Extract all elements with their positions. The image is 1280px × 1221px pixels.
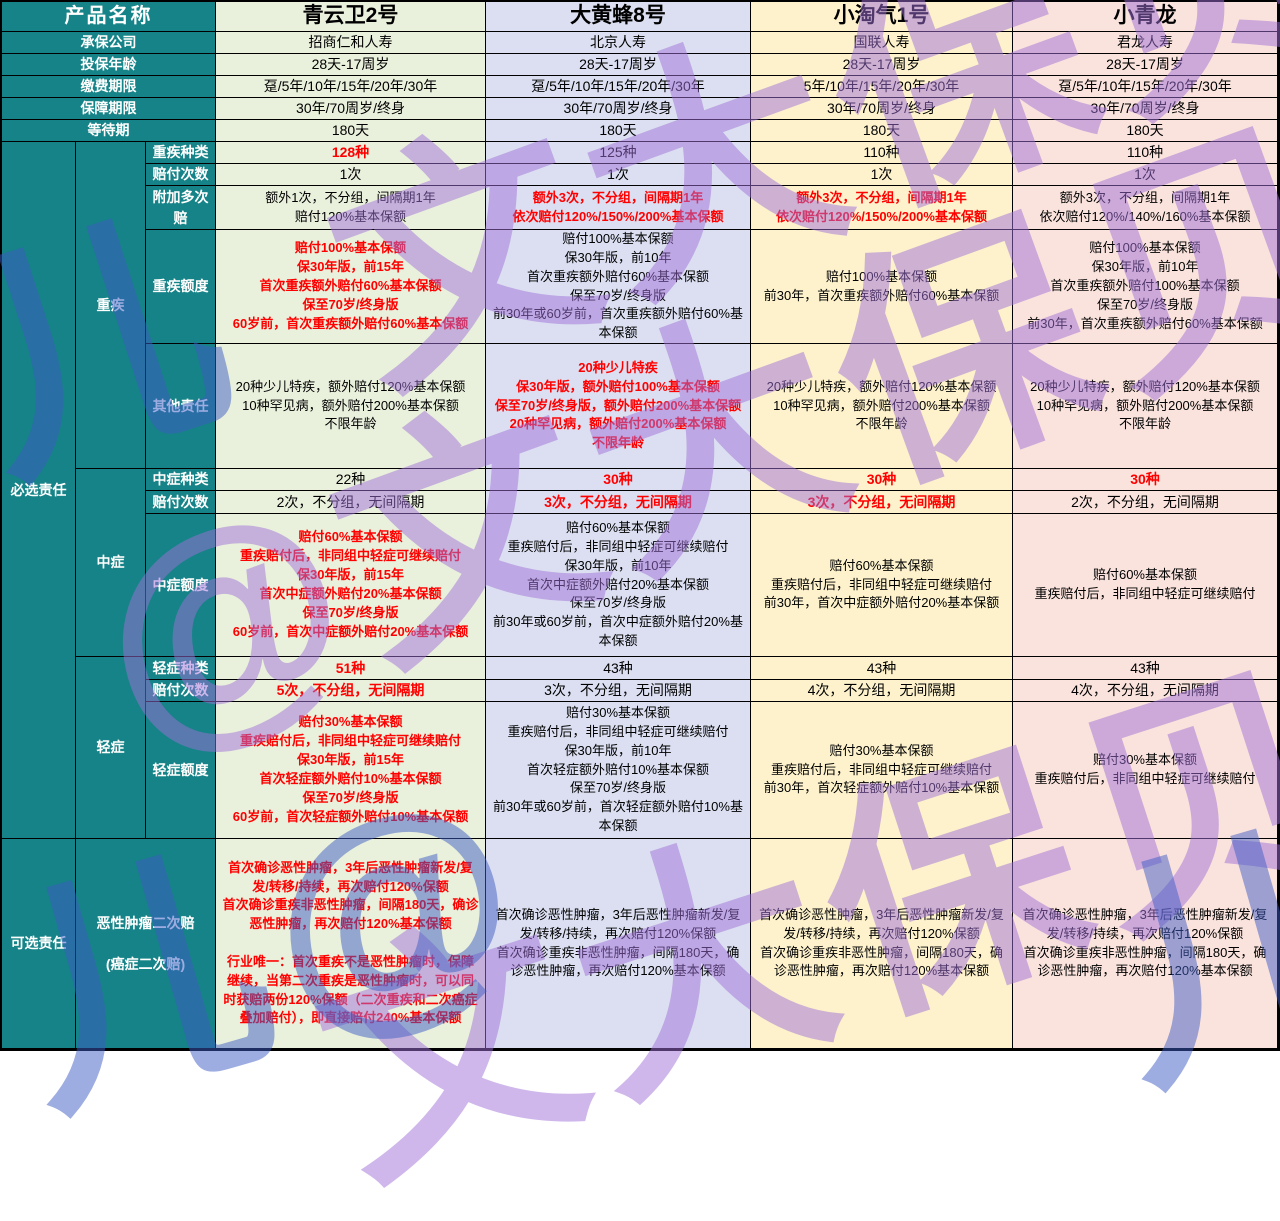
cell-payment-term-qingyunwei: 趸/5年/10年/15年/20年/30年 xyxy=(216,76,486,98)
cell-coverage-term-xiaotaoqi: 30年/70周岁/终身 xyxy=(751,98,1013,120)
cell-moderate-types-qingyunwei: 22种 xyxy=(216,469,486,491)
comparison-table: 产品名称 青云卫2号 大黄蜂8号 小淘气1号 小青龙 承保公司 招商仁和人寿 北… xyxy=(0,0,1280,1051)
cell-ci-payout-count-dahuangfeng: 1次 xyxy=(486,164,751,186)
row-label-mild-payout-count: 赔付次数 xyxy=(146,680,216,702)
cell-mild-count-xiaoqinglong: 4次，不分组，无间隔期 xyxy=(1013,680,1278,702)
cell-moderate-count-qingyunwei: 2次，不分组，无间隔期 xyxy=(216,491,486,514)
cell-ci-types-xiaotaoqi: 110种 xyxy=(751,142,1013,164)
section-label-required-liability: 必选责任 xyxy=(2,142,76,839)
cell-company-dahuangfeng: 北京人寿 xyxy=(486,32,751,54)
section-label-optional-liability: 可选责任 xyxy=(2,839,76,1049)
cell-ci-amount-qingyunwei: 赔付100%基本保额 保30年版，前15年 首次重疾额外赔付60%基本保额 保至… xyxy=(216,230,486,344)
cell-moderate-types-xiaoqinglong: 30种 xyxy=(1013,469,1278,491)
cell-moderate-amount-xiaoqinglong: 赔付60%基本保额 重疾赔付后，非同组中轻症可继续赔付 xyxy=(1013,514,1278,657)
group-label-moderate-illness: 中症 xyxy=(76,469,146,657)
cell-cancer-second-xiaotaoqi: 首次确诊恶性肿瘤，3年后恶性肿瘤新发/复发/转移/持续，再次赔付120%保额 首… xyxy=(751,839,1013,1049)
cell-entry-age-dahuangfeng: 28天-17周岁 xyxy=(486,54,751,76)
product-header-dahuangfeng-8: 大黄蜂8号 xyxy=(486,2,751,32)
cell-ci-extra-payouts-xiaotaoqi: 额外3次，不分组，间隔期1年 依次赔付120%/150%/200%基本保额 xyxy=(751,186,1013,230)
cell-ci-types-qingyunwei: 128种 xyxy=(216,142,486,164)
group-label-critical-illness: 重疾 xyxy=(76,142,146,469)
cell-entry-age-qingyunwei: 28天-17周岁 xyxy=(216,54,486,76)
row-label-moderate-payout-count: 赔付次数 xyxy=(146,491,216,514)
cell-ci-types-xiaoqinglong: 110种 xyxy=(1013,142,1278,164)
cell-ci-other-xiaoqinglong: 20种少儿特疾，额外赔付120%基本保额 10种罕见病，额外赔付200%基本保额… xyxy=(1013,344,1278,469)
cell-ci-amount-dahuangfeng: 赔付100%基本保额 保30年版，前10年 首次重疾额外赔付60%基本保额 保至… xyxy=(486,230,751,344)
cell-coverage-term-dahuangfeng: 30年/70周岁/终身 xyxy=(486,98,751,120)
cell-moderate-types-xiaotaoqi: 30种 xyxy=(751,469,1013,491)
cell-mild-amount-xiaotaoqi: 赔付30%基本保额 重疾赔付后，非同组中轻症可继续赔付 前30年，首次轻症额外赔… xyxy=(751,702,1013,839)
row-label-coverage-term: 保障期限 xyxy=(2,98,216,120)
cell-mild-count-xiaotaoqi: 4次，不分组，无间隔期 xyxy=(751,680,1013,702)
cell-moderate-types-dahuangfeng: 30种 xyxy=(486,469,751,491)
cell-mild-types-xiaoqinglong: 43种 xyxy=(1013,657,1278,680)
cell-mild-types-xiaotaoqi: 43种 xyxy=(751,657,1013,680)
cell-waiting-period-xiaoqinglong: 180天 xyxy=(1013,120,1278,142)
cell-coverage-term-xiaoqinglong: 30年/70周岁/终身 xyxy=(1013,98,1278,120)
row-label-moderate-amount: 中症额度 xyxy=(146,514,216,657)
cell-ci-other-qingyunwei: 20种少儿特疾，额外赔付120%基本保额 10种罕见病，额外赔付200%基本保额… xyxy=(216,344,486,469)
cell-waiting-period-xiaotaoqi: 180天 xyxy=(751,120,1013,142)
cell-company-qingyunwei: 招商仁和人寿 xyxy=(216,32,486,54)
group-label-mild-illness: 轻症 xyxy=(76,657,146,839)
cell-mild-types-dahuangfeng: 43种 xyxy=(486,657,751,680)
cell-ci-types-dahuangfeng: 125种 xyxy=(486,142,751,164)
cell-ci-payout-count-qingyunwei: 1次 xyxy=(216,164,486,186)
cell-ci-other-xiaotaoqi: 20种少儿特疾，额外赔付120%基本保额 10种罕见病，额外赔付200%基本保额… xyxy=(751,344,1013,469)
row-label-entry-age: 投保年龄 xyxy=(2,54,216,76)
cell-moderate-count-dahuangfeng: 3次，不分组，无间隔期 xyxy=(486,491,751,514)
cell-moderate-count-xiaotaoqi: 3次，不分组，无间隔期 xyxy=(751,491,1013,514)
cell-ci-extra-payouts-dahuangfeng: 额外3次，不分组，间隔期1年 依次赔付120%/150%/200%基本保额 xyxy=(486,186,751,230)
cell-mild-count-dahuangfeng: 3次，不分组，无间隔期 xyxy=(486,680,751,702)
cell-entry-age-xiaotaoqi: 28天-17周岁 xyxy=(751,54,1013,76)
row-label-company: 承保公司 xyxy=(2,32,216,54)
cell-ci-other-dahuangfeng: 20种少儿特疾 保30年版，额外赔付100%基本保额 保至70岁/终身版，额外赔… xyxy=(486,344,751,469)
row-label-ci-other-liability: 其他责任 xyxy=(146,344,216,469)
row-label-payment-term: 缴费期限 xyxy=(2,76,216,98)
row-label-ci-types: 重疾种类 xyxy=(146,142,216,164)
row-label-ci-amount: 重疾额度 xyxy=(146,230,216,344)
product-header-qingyunwei-2: 青云卫2号 xyxy=(216,2,486,32)
cell-mild-amount-dahuangfeng: 赔付30%基本保额 重疾赔付后，非同组中轻症可继续赔付 保30年版，前10年 首… xyxy=(486,702,751,839)
cell-cancer-second-dahuangfeng: 首次确诊恶性肿瘤，3年后恶性肿瘤新发/复发/转移/持续，再次赔付120%保额 首… xyxy=(486,839,751,1049)
cell-company-xiaoqinglong: 君龙人寿 xyxy=(1013,32,1278,54)
row-label-mild-amount: 轻症额度 xyxy=(146,702,216,839)
cell-mild-amount-xiaoqinglong: 赔付30%基本保额 重疾赔付后，非同组中轻症可继续赔付 xyxy=(1013,702,1278,839)
row-label-moderate-types: 中症种类 xyxy=(146,469,216,491)
cell-company-xiaotaoqi: 国联人寿 xyxy=(751,32,1013,54)
product-header-xiaoqinglong: 小青龙 xyxy=(1013,2,1278,32)
cell-payment-term-xiaotaoqi: 5年/10年/15年/20年/30年 xyxy=(751,76,1013,98)
cell-payment-term-dahuangfeng: 趸/5年/10年/15年/20年/30年 xyxy=(486,76,751,98)
cell-ci-amount-xiaoqinglong: 赔付100%基本保额 保30年版，前10年 首次重疾额外赔付100%基本保额 保… xyxy=(1013,230,1278,344)
product-header-xiaotaoqi-1: 小淘气1号 xyxy=(751,2,1013,32)
cell-ci-payout-count-xiaotaoqi: 1次 xyxy=(751,164,1013,186)
product-name-header: 产品名称 xyxy=(2,2,216,32)
cell-coverage-term-qingyunwei: 30年/70周岁/终身 xyxy=(216,98,486,120)
cell-mild-count-qingyunwei: 5次，不分组，无间隔期 xyxy=(216,680,486,702)
cell-ci-amount-xiaotaoqi: 赔付100%基本保额 前30年，首次重疾额外赔付60%基本保额 xyxy=(751,230,1013,344)
cell-payment-term-xiaoqinglong: 趸/5年/10年/15年/20年/30年 xyxy=(1013,76,1278,98)
row-label-cancer-second-payout: 恶性肿瘤二次赔 (癌症二次赔) xyxy=(76,839,216,1049)
cell-waiting-period-qingyunwei: 180天 xyxy=(216,120,486,142)
row-label-ci-extra-payouts: 附加多次赔 xyxy=(146,186,216,230)
cell-waiting-period-dahuangfeng: 180天 xyxy=(486,120,751,142)
cell-ci-extra-payouts-xiaoqinglong: 额外3次，不分组，间隔期1年 依次赔付120%/140%/160%基本保额 xyxy=(1013,186,1278,230)
cell-cancer-second-qingyunwei: 首次确诊恶性肿瘤，3年后恶性肿瘤新发/复发/转移/持续，再次赔付120%保额 首… xyxy=(216,839,486,1049)
cell-moderate-count-xiaoqinglong: 2次，不分组，无间隔期 xyxy=(1013,491,1278,514)
row-label-waiting-period: 等待期 xyxy=(2,120,216,142)
cell-cancer-second-xiaoqinglong: 首次确诊恶性肿瘤，3年后恶性肿瘤新发/复发/转移/持续，再次赔付120%保额 首… xyxy=(1013,839,1278,1049)
cell-mild-amount-qingyunwei: 赔付30%基本保额 重疾赔付后，非同组中轻症可继续赔付 保30年版，前15年 首… xyxy=(216,702,486,839)
cell-ci-payout-count-xiaoqinglong: 1次 xyxy=(1013,164,1278,186)
cell-entry-age-xiaoqinglong: 28天-17周岁 xyxy=(1013,54,1278,76)
row-label-mild-types: 轻症种类 xyxy=(146,657,216,680)
cell-moderate-amount-xiaotaoqi: 赔付60%基本保额 重疾赔付后，非同组中轻症可继续赔付 前30年，首次中症额外赔… xyxy=(751,514,1013,657)
cell-moderate-amount-dahuangfeng: 赔付60%基本保额 重疾赔付后，非同组中轻症可继续赔付 保30年版，前10年 首… xyxy=(486,514,751,657)
cell-ci-extra-payouts-qingyunwei: 额外1次，不分组，间隔期1年 赔付120%基本保额 xyxy=(216,186,486,230)
cell-mild-types-qingyunwei: 51种 xyxy=(216,657,486,680)
row-label-ci-payout-count: 赔付次数 xyxy=(146,164,216,186)
cell-moderate-amount-qingyunwei: 赔付60%基本保额 重疾赔付后，非同组中轻症可继续赔付 保30年版，前15年 首… xyxy=(216,514,486,657)
